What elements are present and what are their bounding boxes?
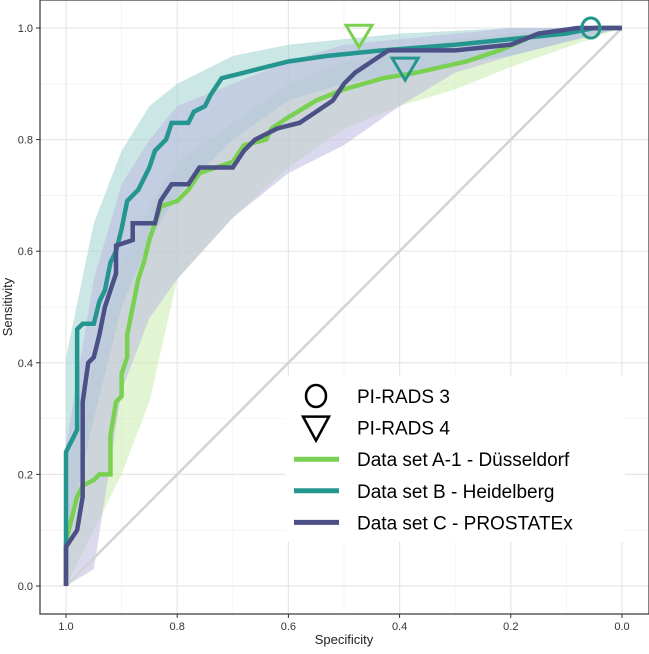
- y-tick-label: 0.4: [18, 358, 33, 370]
- roc-lines: [63, 25, 622, 586]
- legend: PI-RADS 3 PI-RADS 4 Data set A-1 - Düsseld…: [285, 376, 625, 542]
- y-tick-label: 0.6: [18, 246, 33, 258]
- pirads-markers: [343, 16, 602, 84]
- legend-background: [285, 376, 625, 542]
- x-tick-label: 1.0: [58, 621, 73, 633]
- y-tick-label: 0.8: [18, 135, 33, 147]
- pirads3-marker: [580, 16, 602, 40]
- x-tick-label: 0.0: [614, 621, 629, 633]
- legend-triangle-icon: [300, 415, 332, 444]
- x-tick-label: 0.2: [503, 621, 518, 633]
- y-axis-ticks: 0.0 0.2 0.4 0.6 0.8 1.0: [18, 23, 40, 593]
- legend-label: Data set C - PROSTATEx: [357, 513, 573, 534]
- x-tick-label: 0.8: [170, 621, 185, 633]
- y-axis-label: Sensitivity: [0, 277, 15, 336]
- legend-label: Data set A-1 - Düsseldorf: [357, 450, 570, 471]
- panel-border: [39, 0, 649, 615]
- x-tick-label: 0.4: [392, 621, 407, 633]
- roc-line-2: [63, 25, 622, 586]
- legend-label: PI-RADS 3: [357, 387, 450, 408]
- x-axis-ticks: 1.0 0.8 0.6 0.4 0.2 0.0: [58, 614, 630, 633]
- y-tick-label: 1.0: [18, 23, 33, 35]
- y-tick-label: 0.2: [18, 469, 33, 481]
- legend-label: PI-RADS 4: [357, 419, 450, 440]
- legend-circle-icon: [304, 383, 328, 409]
- pirads4-marker: [389, 56, 421, 84]
- reference-diagonal: [65, 27, 623, 587]
- legend-label: Data set B - Heidelberg: [357, 482, 555, 503]
- x-axis-label: Specificity: [315, 632, 374, 647]
- pirads4-marker: [343, 23, 375, 51]
- roc-line-1: [63, 25, 622, 586]
- x-tick-label: 0.6: [281, 621, 296, 633]
- y-tick-label: 0.0: [18, 581, 33, 593]
